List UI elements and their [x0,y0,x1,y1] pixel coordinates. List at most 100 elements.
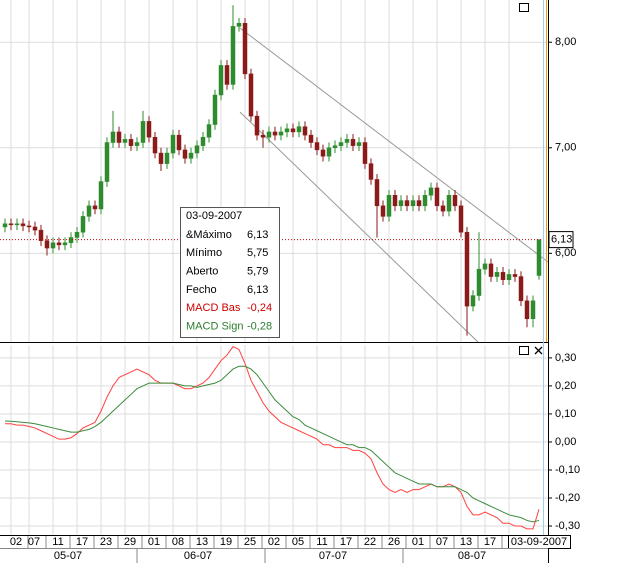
tooltip-box [180,207,280,338]
tooltip-value: 6,13 [247,229,268,241]
close-icon[interactable] [534,346,543,355]
candle-body [164,152,170,164]
x-tick-label: 17 [76,536,88,548]
candle-body [80,216,86,233]
candle-body [392,195,398,207]
candle-body [134,142,140,146]
x-tick-label: 11 [316,536,327,548]
candle-body [488,263,494,277]
macd-line [5,346,540,530]
channel-line [239,111,479,343]
candle-body [2,223,8,228]
x-tick-label: 19 [220,536,232,548]
candle-body [296,126,302,133]
candle-body [140,121,146,143]
candle-body [350,139,356,146]
candle-body [122,139,128,143]
candle-body [212,94,218,125]
maximize-icon[interactable] [519,3,529,12]
candle-body [110,131,116,143]
channel-line [239,27,549,263]
candle-body [38,229,44,241]
last-price-box [548,231,574,249]
candle-body [344,139,350,143]
tooltip-value: 5,75 [247,247,268,259]
candle-body [338,142,344,146]
candle-body [194,145,200,154]
candle-body [266,131,272,138]
y-tick-label: 6,00 [555,247,576,259]
tooltip-value: 6,13 [247,284,268,296]
candle-body [518,276,524,302]
candle-body [368,163,374,180]
candle-body [152,136,158,154]
x-tick-label: 03-09-2007 [511,536,567,548]
x-tick-label: 02 [10,536,22,548]
candle-body [200,136,206,146]
candle-body [158,152,164,164]
candle-body [446,195,452,212]
candle-body [278,131,284,136]
candle-body [326,147,332,157]
x-tick-label: 13 [196,536,208,548]
tooltip-label: Aberto [186,266,218,278]
x-tick-label: 08 [172,536,184,548]
tooltip-label: &Máximo [186,229,232,241]
candle-body [182,149,188,159]
tooltip-value: 5,79 [247,266,268,278]
candle-body [422,195,428,207]
candle-body [254,115,260,136]
y-tick-label: 0,30 [555,352,576,364]
candle-body [314,142,320,151]
month-label: 06-07 [184,550,212,562]
candle-body [494,272,500,277]
candle-body [530,300,536,320]
candle-body [536,239,542,276]
candle-body [8,223,14,226]
last-price-label: 6,13 [551,234,572,246]
candle-body [260,134,266,138]
candle-body [206,124,212,138]
x-tick-label: 26 [388,536,400,548]
x-tick-label: 17 [484,536,496,548]
maximize-icon[interactable] [519,346,529,355]
candle-body [224,65,230,85]
candle-body [458,205,464,233]
y-tick-label: -0,10 [555,464,580,476]
candle-body [188,152,194,159]
x-tick-label: 05 [292,536,304,548]
tooltip-label: Mínimo [186,247,222,259]
candle-body [362,142,368,164]
x-tick-label: 23 [100,536,112,548]
y-tick-label: 0,00 [555,436,576,448]
candle-body [92,205,98,210]
candle-body [404,200,410,207]
candle-body [464,231,470,307]
x-tick-label: 07 [28,536,40,548]
candle-body [56,242,62,246]
macd-line [4,365,540,523]
candle-body [236,22,242,27]
candle-body [398,200,404,207]
candle-body [440,205,446,212]
candle-body [248,73,254,117]
x-tick-label: 02 [268,536,280,548]
candle-body [320,149,326,157]
candle-body [308,134,314,143]
x-tick-label: 01 [412,536,424,548]
candle-body [416,200,422,207]
x-tick-label: 22 [364,536,376,548]
tooltip-label: MACD Sign [186,320,243,332]
tooltip-value: -0,24 [247,302,272,314]
candle-body [242,22,248,75]
candle-body [482,263,488,270]
candle-body [86,205,92,217]
candle-body [386,195,392,217]
y-tick-label: 0,20 [555,380,576,392]
x-tick-label: 17 [340,536,352,548]
candle-body [506,274,512,280]
candle-body [512,274,518,277]
candle-body [26,225,32,228]
tooltip-label: MACD Bas [186,302,241,314]
